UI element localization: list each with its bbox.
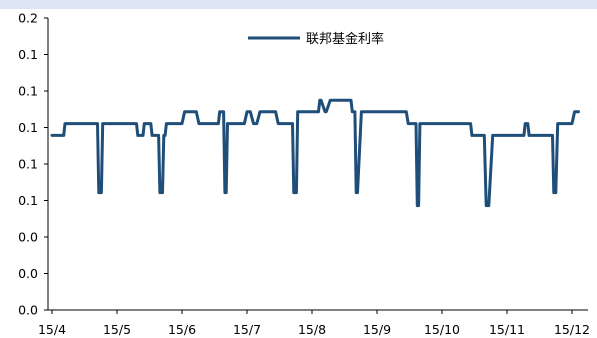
x-tick-label: 15/11 bbox=[489, 322, 525, 337]
y-tick-label: 0.1 bbox=[18, 47, 38, 62]
y-axis: 0.2 0.1 0.1 0.1 0.1 0.1 0.0 0.0 0.0 bbox=[18, 11, 49, 318]
y-tick-label: 0.0 bbox=[18, 230, 38, 245]
y-tick-label: 0.2 bbox=[18, 11, 38, 26]
y-tick-label: 0.0 bbox=[18, 303, 38, 318]
y-tick-label: 0.1 bbox=[18, 193, 38, 208]
series-line-fed-funds-rate bbox=[50, 98, 580, 208]
x-axis: 15/4 15/5 15/6 15/7 15/8 15/9 15/10 15/11 15/12 bbox=[38, 309, 590, 337]
legend: 联邦基金利率 bbox=[248, 31, 384, 47]
x-tick-label: 15/8 bbox=[298, 322, 326, 337]
x-tick-label: 15/10 bbox=[424, 322, 460, 337]
y-tick-label: 0.1 bbox=[18, 157, 38, 172]
x-tick-label: 15/9 bbox=[363, 322, 391, 337]
x-tick-label: 15/12 bbox=[554, 322, 590, 337]
x-tick-label: 15/4 bbox=[38, 322, 66, 337]
x-tick-label: 15/6 bbox=[168, 322, 196, 337]
y-tick-label: 0.1 bbox=[18, 120, 38, 135]
top-band bbox=[0, 0, 597, 9]
x-tick-label: 15/7 bbox=[233, 322, 261, 337]
y-tick-label: 0.1 bbox=[18, 84, 38, 99]
y-tick-label: 0.0 bbox=[18, 266, 38, 281]
legend-label: 联邦基金利率 bbox=[306, 31, 384, 47]
x-tick-label: 15/5 bbox=[103, 322, 131, 337]
series-layer bbox=[50, 98, 580, 208]
